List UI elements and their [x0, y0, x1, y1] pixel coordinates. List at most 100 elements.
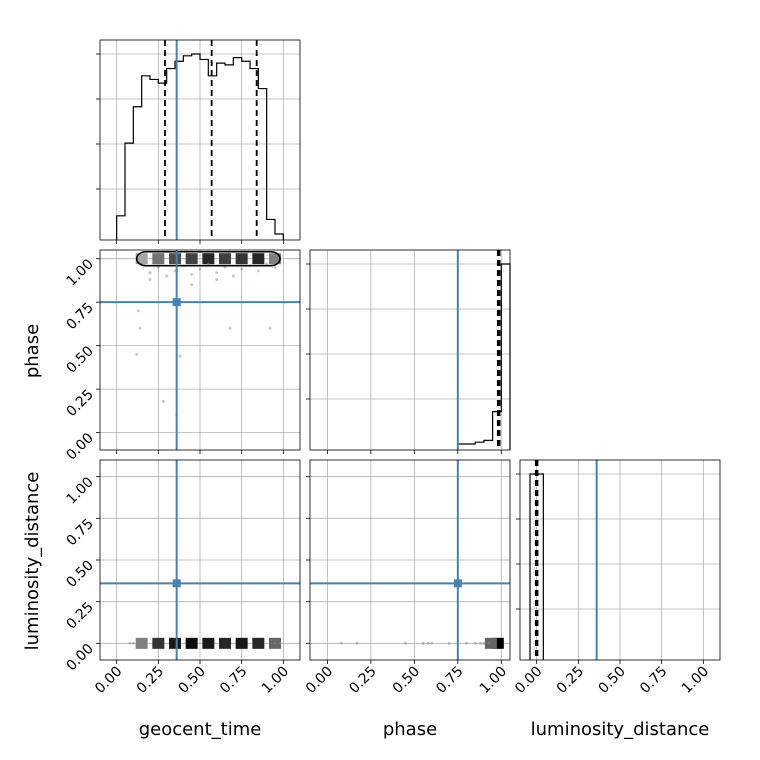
- y-tick-label-luminosity_distance-1: 0.25: [63, 599, 96, 632]
- y-tick-label-luminosity_distance-0: 0.00: [63, 641, 96, 674]
- phase_vs_geocent_time-sample-point-11: [231, 274, 235, 278]
- panel-geocent_time-vs-geocent_time: [96, 39, 301, 244]
- y-tick-label-phase-4: 1.00: [63, 256, 96, 289]
- phase_vs_geocent_time-density-cell-4: [202, 253, 215, 265]
- panel-phase-vs-phase: [306, 249, 511, 454]
- phase_vs_geocent_time-sample-point-14: [256, 269, 260, 273]
- x-tick-label-geocent_time-3: 0.75: [217, 664, 250, 697]
- luminosity_distance_vs_phase-sample-point-1: [355, 641, 359, 645]
- luminosity_distance_vs_phase-sample-point-0: [339, 641, 343, 645]
- x-tick-label-geocent_time-2: 0.50: [175, 664, 208, 697]
- phase_vs_geocent_time-sample-point-7: [198, 267, 202, 271]
- phase_vs_geocent_time-sample-point-17: [136, 309, 140, 313]
- luminosity_distance_vs_phase-density-cell-1: [484, 637, 497, 649]
- luminosity_distance_vs_phase-density-cell-0: [491, 637, 504, 649]
- x-tick-label-geocent_time-1: 0.25: [134, 664, 167, 697]
- x-tick-label-luminosity_distance-1: 0.25: [554, 664, 587, 697]
- luminosity_distance_vs_geocent_time-density-cell-7: [252, 637, 265, 649]
- luminosity_distance_vs_phase-sample-point-7: [465, 641, 468, 645]
- phase_vs_geocent_time-contour: [135, 250, 281, 267]
- phase_vs_geocent_time-sample-point-15: [265, 262, 269, 266]
- phase_vs_geocent_time-sample-point-27: [215, 278, 219, 281]
- x-tick-label-luminosity_distance-0: 0.00: [512, 664, 545, 697]
- phase_vs_geocent_time-density-cell-2: [169, 253, 181, 265]
- luminosity_distance_vs_geocent_time-density-cell-4: [202, 637, 215, 649]
- luminosity_distance_vs_phase-sample-point-9: [479, 641, 482, 645]
- luminosity_distance_vs_geocent_time-density-cell-3: [185, 637, 198, 649]
- phase_vs_geocent_time-sample-point-16: [273, 265, 277, 269]
- luminosity_distance_vs_geocent_time-density-cell-1: [152, 637, 165, 649]
- phase_vs_geocent_time-sample-point-25: [268, 326, 272, 330]
- hist-phase-step: [457, 263, 511, 450]
- x-tick-label-phase-3: 0.75: [433, 664, 466, 697]
- phase_vs_geocent_time-sample-point-23: [190, 283, 194, 287]
- phase_vs_geocent_time-density-cell-5: [219, 253, 231, 265]
- phase_vs_geocent_time-sample-point-12: [240, 267, 244, 271]
- phase_vs_geocent_time-sample-point-1: [148, 271, 152, 275]
- phase_vs_geocent_time-sample-point-9: [215, 271, 219, 275]
- luminosity_distance_vs_phase-sample-point-4: [426, 641, 430, 645]
- phase_vs_geocent_time-truth-marker: [172, 298, 181, 307]
- y-tick-label-luminosity_distance-2: 0.50: [63, 558, 96, 591]
- x-tick-label-phase-1: 0.25: [346, 664, 379, 697]
- x-axis-label-phase: phase: [383, 719, 437, 740]
- phase_vs_geocent_time-sample-point-20: [161, 399, 165, 403]
- x-tick-label-phase-2: 0.50: [390, 664, 423, 697]
- luminosity_distance_vs_phase-sample-point-2: [404, 641, 408, 645]
- x-axis-label-luminosity-distance: luminosity_distance: [531, 719, 710, 740]
- phase_vs_geocent_time-sample-point-6: [190, 272, 194, 276]
- x-axis-label-geocent-time: geocent_time: [139, 719, 262, 740]
- y-axis-label-luminosity-distance: luminosity_distance: [22, 472, 43, 651]
- x-tick-label-phase-4: 1.00: [477, 664, 510, 697]
- luminosity_distance_vs_phase-sample-point-10: [482, 641, 486, 645]
- luminosity_distance_vs_geocent_time-sample-point-2: [273, 641, 277, 645]
- y-tick-label-luminosity_distance-4: 1.00: [63, 474, 96, 507]
- phase_vs_geocent_time-sample-point-8: [206, 262, 210, 266]
- phase_vs_geocent_time-density-cell-6: [235, 253, 248, 265]
- x-tick-label-luminosity_distance-2: 0.50: [595, 664, 628, 697]
- luminosity_distance_vs_geocent_time-truth-marker: [172, 579, 181, 588]
- panel-luminosity_distance-vs-phase: 0.00 0.25 0.50 0.75 1.00: [303, 459, 511, 697]
- luminosity_distance_vs_geocent_time-density-cell-0: [135, 637, 148, 649]
- luminosity_distance_vs_geocent_time-sample-point-0: [128, 641, 132, 645]
- hist-geocent_time-step: [116, 53, 284, 240]
- phase_vs_geocent_time-density-cell-3: [185, 253, 198, 265]
- y-tick-label-phase-2: 0.50: [63, 343, 96, 376]
- y-tick-label-phase-3: 0.75: [63, 300, 96, 333]
- panel-phase-vs-geocent_time: 0.00 0.25 0.50 0.75 1.00: [63, 249, 301, 463]
- y-tick-label-phase-1: 0.25: [63, 387, 96, 420]
- phase_vs_geocent_time-density-cell-0: [135, 253, 148, 265]
- phase_vs_geocent_time-sample-point-3: [165, 274, 169, 278]
- y-tick-label-phase-0: 0.00: [63, 430, 96, 463]
- x-tick-label-luminosity_distance-4: 1.00: [679, 664, 712, 697]
- phase_vs_geocent_time-sample-point-18: [138, 326, 142, 330]
- luminosity_distance_vs_phase-sample-point-11: [487, 641, 491, 645]
- luminosity_distance_vs_phase-sample-point-5: [430, 641, 434, 645]
- phase_vs_geocent_time-density-cell-8: [269, 253, 281, 265]
- luminosity_distance_vs_geocent_time-density-cell-2: [169, 637, 181, 649]
- phase_vs_geocent_time-sample-point-22: [178, 354, 182, 358]
- luminosity_distance_vs_geocent_time-density-cell-5: [219, 637, 231, 649]
- luminosity_distance_vs_geocent_time-density-cell-6: [235, 637, 248, 649]
- phase_vs_geocent_time-sample-point-10: [223, 265, 227, 269]
- x-tick-label-geocent_time-0: 0.00: [92, 664, 125, 697]
- panel-luminosity_distance-vs-luminosity_distance: 0.00 0.25 0.50 0.75 1.00: [512, 459, 721, 697]
- luminosity_distance_vs_phase-sample-point-3: [421, 641, 425, 645]
- x-tick-label-luminosity_distance-3: 0.75: [637, 664, 670, 697]
- x-tick-label-phase-0: 0.00: [303, 664, 336, 697]
- luminosity_distance_vs_geocent_time-sample-point-1: [131, 641, 135, 645]
- y-tick-label-luminosity_distance-3: 0.75: [63, 516, 96, 549]
- hist-phase-frame: [309, 249, 511, 451]
- y-axis-label-phase: phase: [22, 324, 43, 378]
- panel-luminosity_distance-vs-geocent_time: 0.00 0.25 0.50 0.75 1.000.000.250.500.751.00: [63, 459, 301, 697]
- phase_vs_geocent_time-density-cell-7: [252, 253, 265, 265]
- phase_vs_geocent_time-sample-point-26: [148, 278, 152, 281]
- phase_vs_geocent_time-sample-point-24: [228, 326, 232, 330]
- x-tick-label-geocent_time-4: 1.00: [259, 664, 292, 697]
- phase_vs_geocent_time-density-cell-1: [152, 253, 165, 265]
- luminosity_distance_vs_phase-truth-marker: [453, 579, 462, 588]
- luminosity_distance_vs_phase-sample-point-6: [447, 641, 451, 645]
- luminosity_distance_vs_phase-sample-point-8: [473, 641, 477, 645]
- luminosity_distance_vs_geocent_time-sample-point-3: [278, 641, 282, 645]
